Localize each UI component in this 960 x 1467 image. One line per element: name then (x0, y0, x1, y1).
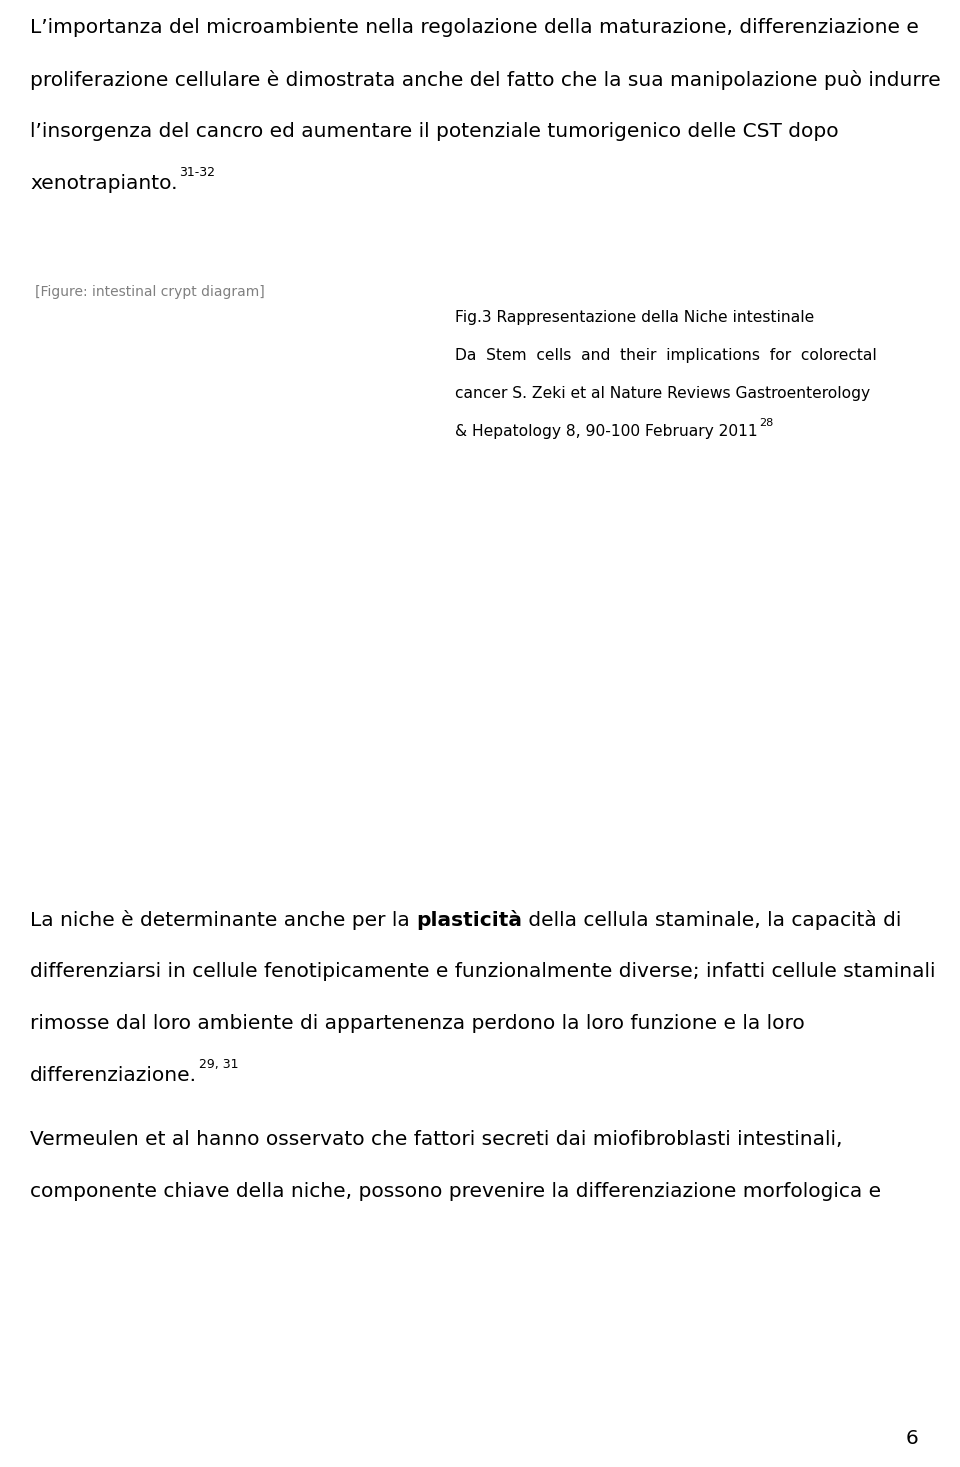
Text: 31-32: 31-32 (180, 166, 215, 179)
Text: Vermeulen et al hanno osservato che fattori secreti dai miofibroblasti intestina: Vermeulen et al hanno osservato che fatt… (30, 1130, 843, 1149)
Text: 29, 31: 29, 31 (199, 1058, 238, 1071)
Text: proliferazione cellulare è dimostrata anche del fatto che la sua manipolazione p: proliferazione cellulare è dimostrata an… (30, 70, 941, 89)
Text: L’importanza del microambiente nella regolazione della maturazione, differenziaz: L’importanza del microambiente nella reg… (30, 18, 919, 37)
Text: differenziazione.: differenziazione. (30, 1067, 197, 1086)
Text: l’insorgenza del cancro ed aumentare il potenziale tumorigenico delle CST dopo: l’insorgenza del cancro ed aumentare il … (30, 122, 839, 141)
Text: rimosse dal loro ambiente di appartenenza perdono la loro funzione e la loro: rimosse dal loro ambiente di appartenenz… (30, 1014, 804, 1033)
Text: 6: 6 (905, 1429, 918, 1448)
Text: della cellula staminale, la capacità di: della cellula staminale, la capacità di (522, 910, 901, 930)
Text: xenotrapianto.: xenotrapianto. (30, 175, 178, 194)
Text: plasticità: plasticità (416, 910, 522, 930)
Text: differenziarsi in cellule fenotipicamente e funzionalmente diverse; infatti cell: differenziarsi in cellule fenotipicament… (30, 962, 935, 981)
Text: & Hepatology 8, 90-100 February 2011: & Hepatology 8, 90-100 February 2011 (455, 424, 757, 439)
Text: Da  Stem  cells  and  their  implications  for  colorectal: Da Stem cells and their implications for… (455, 348, 876, 362)
Text: cancer S. Zeki et al Nature Reviews Gastroenterology: cancer S. Zeki et al Nature Reviews Gast… (455, 386, 870, 400)
Text: [Figure: intestinal crypt diagram]: [Figure: intestinal crypt diagram] (35, 285, 265, 299)
Text: La niche è determinante anche per la: La niche è determinante anche per la (30, 910, 416, 930)
Text: 28: 28 (759, 418, 774, 428)
Text: Fig.3 Rappresentazione della Niche intestinale: Fig.3 Rappresentazione della Niche intes… (455, 310, 814, 326)
Text: componente chiave della niche, possono prevenire la differenziazione morfologica: componente chiave della niche, possono p… (30, 1182, 881, 1201)
